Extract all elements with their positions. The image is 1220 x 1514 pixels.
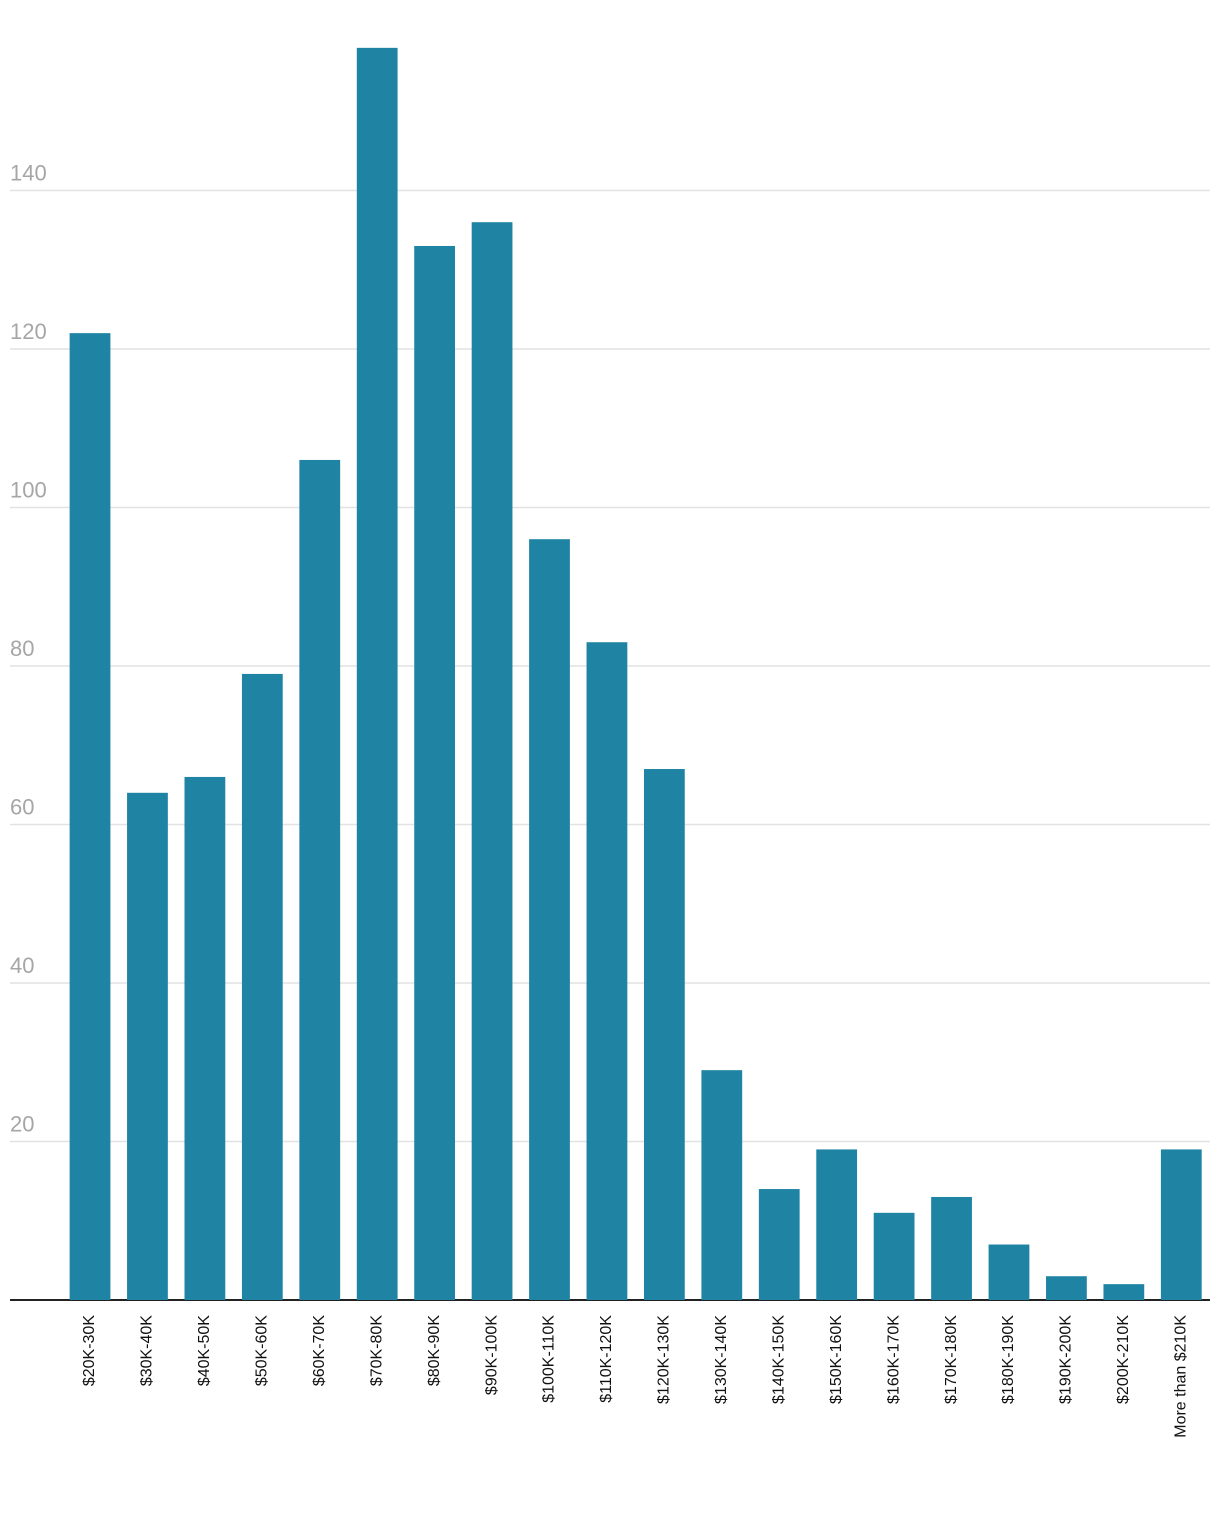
bar [1103,1284,1145,1300]
bar [816,1149,858,1300]
x-tick-label: $120K-130K [656,1315,673,1404]
bar [1160,1149,1202,1300]
x-tick-label: $100K-110K [541,1315,558,1403]
x-tick-label: $30K-40K [139,1315,156,1386]
bar [299,459,341,1300]
x-tick-label: $110K-120K [598,1315,615,1403]
x-tick-label: $90K-100K [483,1315,500,1395]
bar [873,1212,915,1300]
x-tick-label: $190K-200K [1058,1315,1075,1404]
y-tick-label: 60 [10,795,34,820]
bar [529,539,570,1300]
bar [127,792,168,1300]
bar [184,776,226,1300]
x-tick-label: $20K-30K [81,1315,98,1386]
x-tick-label: $150K-160K [828,1315,845,1404]
bar [1046,1276,1087,1300]
bar [414,245,456,1301]
bar [758,1189,800,1300]
x-tick-label: $180K-190K [1000,1315,1017,1404]
y-tick-label: 20 [10,1112,34,1137]
bar [241,673,283,1300]
x-tick-label: $130K-140K [713,1315,730,1404]
x-tick-label: More than $210K [1173,1315,1190,1438]
x-tick-label: $50K-60K [254,1315,271,1386]
x-tick-label: $40K-50K [196,1315,213,1386]
bar [356,47,398,1301]
y-tick-label: 40 [10,953,34,978]
x-tick-label: $140K-150K [770,1315,787,1404]
bar [586,642,628,1300]
x-tick-label: $80K-90K [426,1315,443,1386]
y-tick-label: 140 [10,161,47,186]
x-tick-label: $60K-70K [311,1315,328,1386]
bar [701,1070,743,1300]
x-tick-label: $170K-180K [943,1315,960,1404]
y-tick-label: 120 [10,319,47,344]
x-tick-label: $70K-80K [368,1315,385,1386]
y-tick-label: 100 [10,478,47,503]
bar [69,333,111,1300]
bar [931,1196,972,1300]
y-tick-label: 80 [10,636,34,661]
x-tick-label: $160K-170K [885,1315,902,1404]
bar [988,1244,1030,1300]
bar [643,769,685,1300]
x-tick-label: $200K-210K [1115,1315,1132,1404]
bar [471,222,513,1301]
